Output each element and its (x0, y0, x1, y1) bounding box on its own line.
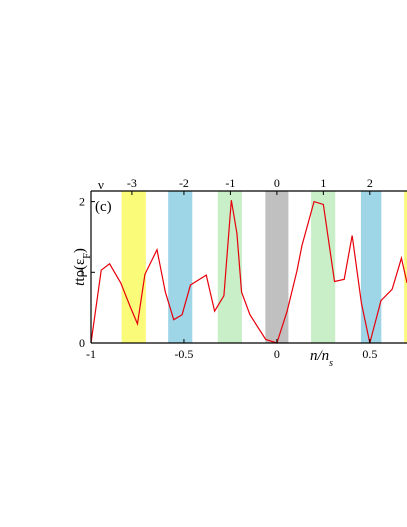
x-tick-label-1: -0.5 (174, 347, 193, 361)
band-3 (265, 191, 289, 343)
band-1 (168, 191, 193, 343)
band-5 (360, 191, 382, 343)
top-tick-label-0: -3 (127, 176, 137, 190)
y-tick-label-1: 1 (79, 265, 85, 279)
y-axis-label-suffix: ) (72, 248, 88, 253)
y-tick-label-0: 0 (79, 336, 85, 350)
panel-label: (c) (95, 199, 112, 215)
x-axis-label: n/ns (310, 348, 333, 369)
band-4 (311, 191, 336, 343)
top-tick-label-5: 2 (367, 176, 373, 190)
y-axis-label: ttρ(εF) (72, 248, 93, 286)
x-tick-label-2: 0 (274, 347, 280, 361)
data-series (90, 200, 407, 344)
x-axis-label-main: n/n (310, 348, 329, 364)
band-6 (404, 191, 407, 343)
y-axis-label-t: t (72, 281, 88, 286)
x-tick-label-0: -1 (86, 347, 96, 361)
y-axis-label-subscript: F (82, 253, 93, 259)
top-axis-label: ν (98, 177, 104, 192)
y-tick-label-2: 2 (79, 195, 85, 209)
top-tick-label-1: -2 (179, 176, 189, 190)
x-tick-label-3: 0.5 (362, 347, 377, 361)
top-tick-label-2: -1 (225, 176, 235, 190)
band-0 (121, 191, 146, 343)
x-axis-label-subscript: s (329, 358, 333, 369)
background-bands (121, 191, 407, 343)
top-tick-label-3: 0 (274, 176, 280, 190)
top-tick-label-4: 1 (320, 176, 326, 190)
series-line-0 (90, 200, 407, 344)
y-axis-label-prefix: tρ(ε (72, 259, 88, 282)
